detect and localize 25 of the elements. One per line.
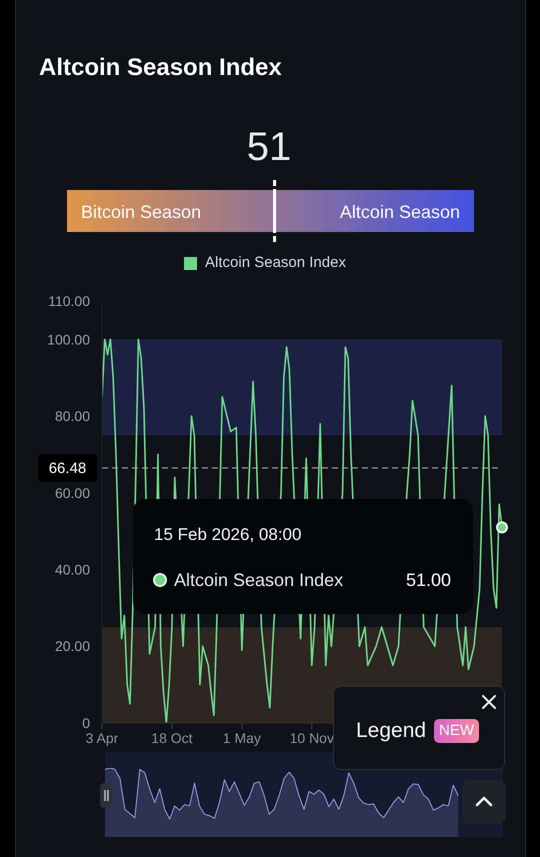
tooltip-panel: 15 Feb 2026, 08:00 Altcoin Season Index 51.00: [133, 499, 473, 614]
annotation: 51.00: [406, 570, 451, 590]
y-tick-label: 60.00: [54, 484, 90, 501]
y-tick-label: 110.00: [48, 292, 90, 309]
annotation: Altcoin Season Index: [174, 570, 344, 590]
y-tick-label: 40.00: [54, 562, 90, 578]
text: Bitcoin Season: [81, 202, 202, 222]
y-tick-label: 20.00: [54, 638, 90, 654]
annotation: Legend: [356, 719, 426, 742]
y-tick-label: 0: [82, 714, 90, 731]
annotation: 15 Feb 2026, 08:00: [154, 525, 302, 544]
x-tick-label: 3 Apr: [86, 730, 119, 746]
x-tick-label: 10 Nov: [290, 730, 334, 746]
text: Altcoin Season: [340, 202, 460, 222]
x-tick-label: 18 Oct: [151, 730, 193, 746]
y-tick-label: 100.00: [47, 331, 90, 348]
text: Altcoin Season Index: [39, 54, 282, 81]
legend-label: Altcoin Season Index: [205, 254, 346, 271]
badge: NEW: [434, 719, 479, 743]
data-label: 51: [246, 125, 292, 169]
y-tick-label: 80.00: [54, 408, 90, 424]
x-tick-label: 1 May: [222, 730, 261, 746]
ref-line-label: 66.48: [48, 460, 86, 478]
popup-panel: Legend NEW: [333, 686, 505, 770]
annotation: NEW: [439, 722, 474, 739]
